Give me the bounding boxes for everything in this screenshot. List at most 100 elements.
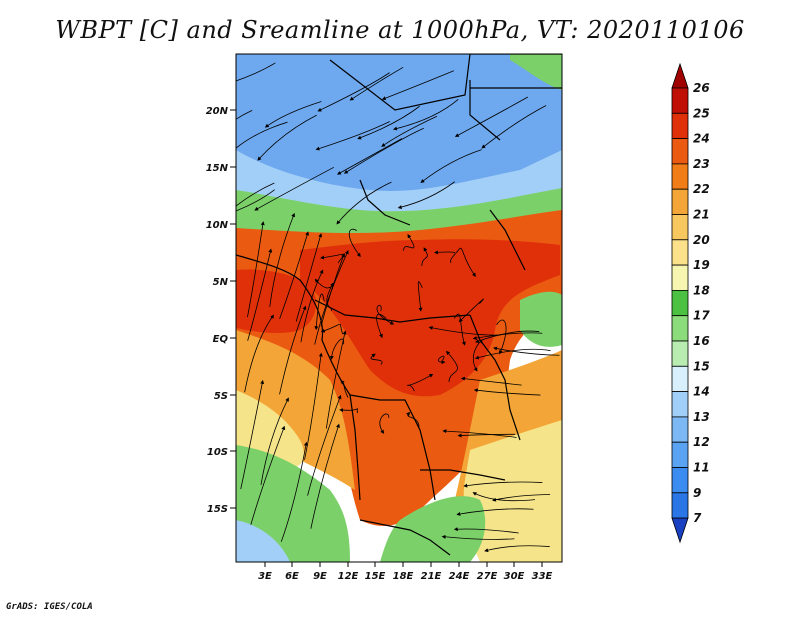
colorbar-label: 25: [693, 106, 710, 120]
streamline: [250, 425, 286, 525]
streamline: [326, 282, 334, 312]
border-line: [349, 394, 361, 501]
streamline: [320, 253, 345, 327]
lon-tick-label: 12E: [338, 571, 359, 582]
colorbar-label: 14: [693, 385, 710, 399]
streamline: [397, 181, 455, 209]
wbpt-field: [236, 54, 562, 562]
border-line: [469, 80, 501, 141]
colorbar-box: [671, 467, 689, 494]
colorbar-box: [671, 214, 689, 241]
colorbar-over-triangle: [671, 62, 689, 89]
streamline: [280, 441, 308, 542]
colorbar-label: 23: [693, 157, 710, 171]
streamline: [379, 413, 390, 434]
wbpt-region: [236, 269, 316, 334]
colorbar-box: [671, 87, 689, 114]
streamline: [279, 231, 310, 319]
border-line: [470, 54, 562, 89]
map-frame: [235, 53, 563, 563]
streamline: [320, 323, 344, 335]
streamline: [339, 408, 358, 414]
streamline: [244, 314, 274, 393]
chart-title: WBPT [C] and Sreamline at 1000hPa, VT: 2…: [55, 16, 745, 44]
streamline: [314, 293, 325, 331]
colorbar-label: 21: [693, 208, 710, 222]
streamline: [403, 233, 415, 251]
streamline: [420, 149, 482, 184]
colorbar-label: 16: [693, 334, 710, 348]
streamline: [455, 247, 476, 277]
colorbar-box: [671, 365, 689, 392]
streamline: [304, 352, 323, 460]
streamline: [336, 138, 403, 175]
streamline: [473, 388, 541, 396]
streamline: [269, 212, 296, 307]
streamline: [472, 492, 536, 502]
streamline: [496, 319, 507, 355]
wbpt-region: [520, 291, 562, 347]
colorbar: 26 25 24 23 22 21 20 19 18 17 16 15 14 13 12 11 9 7: [671, 62, 710, 544]
streamline: [264, 101, 322, 128]
colorbar-label: 7: [693, 511, 702, 525]
streamline: [463, 481, 543, 488]
lat-tick-label: 10N: [206, 220, 229, 231]
streamline: [456, 508, 534, 516]
streamline: [357, 105, 420, 140]
border-line: [236, 254, 351, 396]
colorbar-box: [671, 289, 689, 317]
streamline: [442, 429, 517, 438]
wbpt-region: [463, 420, 562, 562]
streamline: [492, 493, 551, 502]
colorbar-label: 22: [693, 182, 710, 196]
streamline: [236, 182, 275, 207]
streamline: [446, 350, 458, 383]
streamline: [240, 379, 265, 490]
lat-tick-label: 5S: [214, 391, 228, 402]
streamline: [493, 346, 560, 356]
border-line: [359, 179, 411, 226]
colorbar-label: 24: [693, 132, 710, 146]
streamline: [421, 247, 428, 267]
colorbar-label: 19: [693, 258, 710, 272]
streamline: [260, 397, 289, 486]
streamline: [315, 121, 390, 151]
colorbar-box: [671, 441, 689, 468]
streamline: [343, 127, 424, 174]
streamline: [295, 233, 323, 322]
streamline: [433, 250, 456, 264]
streamline: [481, 105, 547, 149]
wbpt-region: [236, 54, 562, 212]
lon-tick-label: 15E: [365, 571, 386, 582]
streamline: [484, 545, 550, 553]
lon-tick-label: 21E: [421, 571, 442, 582]
lon-tick-label: 18E: [393, 571, 414, 582]
wbpt-region: [236, 520, 290, 562]
colorbar-label: 20: [693, 233, 710, 247]
colorbar-box: [671, 315, 689, 342]
lon-tick-label: 3E: [258, 571, 272, 582]
border-line: [314, 299, 471, 323]
streamline: [381, 70, 454, 101]
colorbar-box: [671, 163, 689, 190]
streamline: [329, 338, 344, 360]
credit-label: GrADS: IGES/COLA: [6, 602, 93, 612]
border-line: [489, 209, 526, 271]
border-line: [469, 314, 521, 441]
colorbar-label: 11: [693, 461, 710, 475]
streamline: [407, 373, 434, 392]
latitude-axis: 20N 15N 10N 5N EQ 5S 10S 15S: [206, 106, 236, 515]
streamlines: [236, 62, 560, 553]
streamline: [300, 269, 324, 343]
streamline: [325, 330, 347, 429]
streamline: [254, 166, 334, 211]
streamline: [381, 115, 438, 147]
border-line: [420, 469, 506, 481]
lat-tick-label: 15S: [207, 504, 228, 515]
streamline: [475, 330, 540, 343]
streamline: [474, 348, 551, 360]
streamline: [336, 181, 392, 225]
lat-tick-label: 10S: [207, 447, 228, 458]
streamline: [236, 110, 253, 120]
streamline: [438, 355, 446, 365]
